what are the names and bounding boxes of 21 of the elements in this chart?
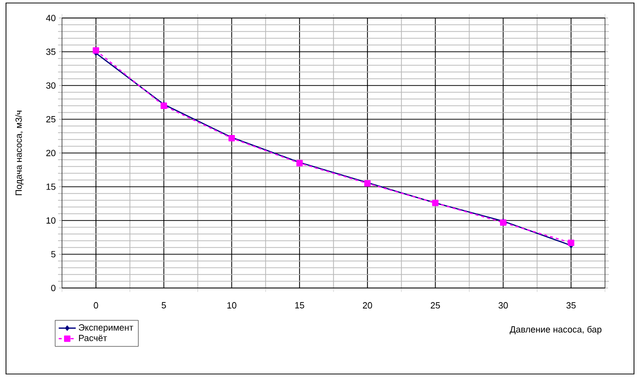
y-tick-label: 40 — [46, 14, 56, 22]
y-tick-label: 10 — [46, 217, 56, 224]
x-tick-label: 0 — [94, 302, 98, 309]
x-tick-label: 30 — [498, 302, 508, 309]
x-tick-label: 5 — [162, 302, 166, 308]
x-tick-label: 20 — [362, 302, 372, 309]
x-tick-label: 15 — [295, 302, 304, 308]
x-axis-title: Давление насоса, бар — [510, 326, 602, 334]
y-tick-label: 0 — [51, 284, 56, 292]
x-tick-label: 10 — [227, 302, 236, 309]
y-tick-label: 20 — [46, 150, 56, 156]
y-tick-label: 25 — [46, 116, 56, 122]
y-tick-label: 30 — [46, 82, 56, 89]
y-tick-label: 5 — [51, 251, 56, 258]
x-tick-label: 35 — [566, 302, 576, 309]
x-tick-label: 25 — [430, 302, 440, 309]
y-axis-title: Подача насоса, м3/ч — [15, 110, 24, 196]
y-tick-label: 35 — [46, 48, 56, 55]
y-tick-label: 15 — [46, 184, 56, 190]
legend-label: Эксперимент — [78, 324, 134, 332]
legend-label: Расчёт — [79, 334, 107, 342]
